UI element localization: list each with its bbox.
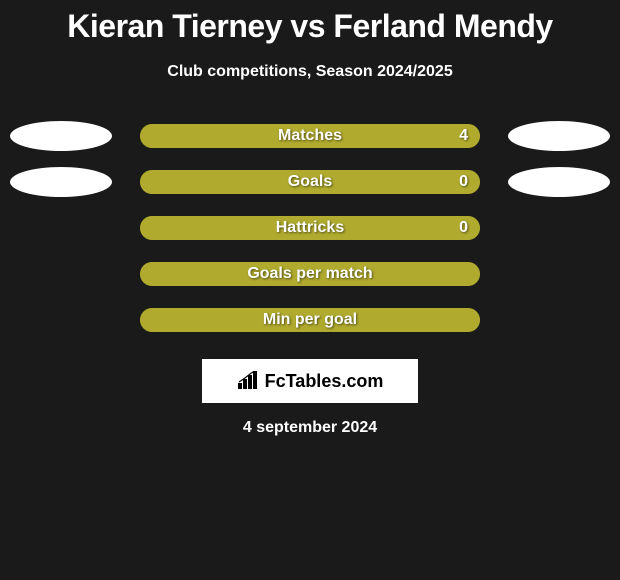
stat-value: 0: [459, 173, 468, 191]
left-ellipse: [10, 167, 112, 197]
stat-row: Min per goal: [0, 297, 620, 343]
stat-label: Matches: [140, 127, 480, 145]
logo-box: FcTables.com: [202, 359, 418, 403]
logo-text: FcTables.com: [265, 371, 384, 392]
stat-row: Goals0: [0, 159, 620, 205]
stat-bar: Min per goal: [140, 308, 480, 332]
date-text: 4 september 2024: [0, 419, 620, 437]
left-ellipse: [10, 121, 112, 151]
stat-label: Min per goal: [140, 311, 480, 329]
stat-value: 0: [459, 219, 468, 237]
stat-row: Hattricks0: [0, 205, 620, 251]
right-ellipse: [508, 121, 610, 151]
stats-container: Matches4Goals0Hattricks0Goals per matchM…: [0, 113, 620, 343]
stat-bar: Goals per match: [140, 262, 480, 286]
stat-bar: Matches4: [140, 124, 480, 148]
bars-icon: [237, 371, 261, 391]
stat-row: Goals per match: [0, 251, 620, 297]
stat-row: Matches4: [0, 113, 620, 159]
right-ellipse: [508, 167, 610, 197]
stat-label: Goals per match: [140, 265, 480, 283]
stat-bar: Goals0: [140, 170, 480, 194]
fctables-logo: FcTables.com: [237, 371, 384, 392]
stat-label: Hattricks: [140, 219, 480, 237]
subtitle: Club competitions, Season 2024/2025: [0, 63, 620, 81]
stat-label: Goals: [140, 173, 480, 191]
stat-value: 4: [459, 127, 468, 145]
stat-bar: Hattricks0: [140, 216, 480, 240]
page-title: Kieran Tierney vs Ferland Mendy: [0, 0, 620, 45]
